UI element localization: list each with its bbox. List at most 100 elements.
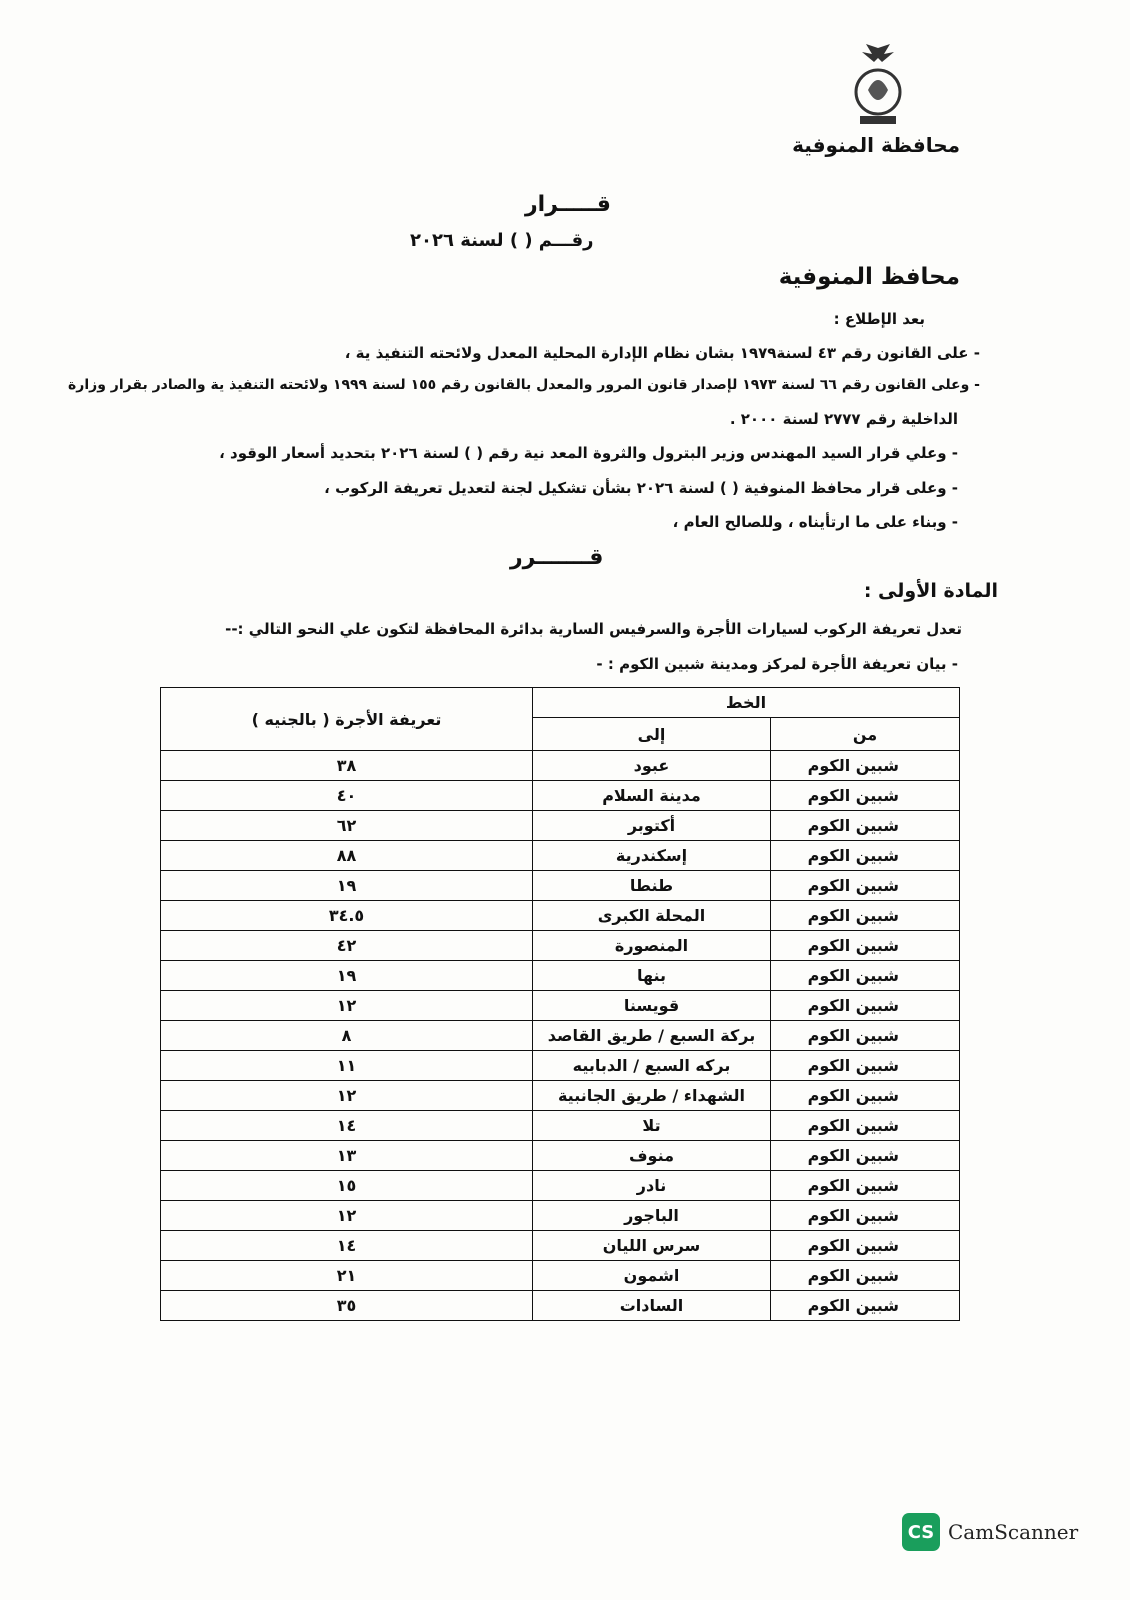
cell-to: بركة السبع / طريق القاصد xyxy=(532,1020,771,1051)
cell-to: تلا xyxy=(532,1110,771,1141)
cell-fare: ٣٨ xyxy=(160,750,533,781)
cell-fare: ١٢ xyxy=(160,1080,533,1111)
after-review: بعد الإطلاع : xyxy=(833,310,926,328)
cell-to: أكتوبر xyxy=(532,810,771,841)
camscanner-logo-icon: CS xyxy=(902,1513,940,1551)
cell-from: شبين الكوم xyxy=(770,810,960,841)
table-row: شبين الكوم بركه السبع / الدبابيه ١١ xyxy=(160,1050,960,1081)
cell-from: شبين الكوم xyxy=(770,870,960,901)
cell-fare: ٦٢ xyxy=(160,810,533,841)
cell-to: منوف xyxy=(532,1140,771,1171)
table-row: شبين الكوم السادات ٣٥ xyxy=(160,1290,960,1321)
preamble-item: - على القانون رقم ٤٣ لسنة١٩٧٩ بشان نظام … xyxy=(344,344,981,362)
cell-from: شبين الكوم xyxy=(770,900,960,931)
cell-fare: ١٥ xyxy=(160,1170,533,1201)
cell-to: المنصورة xyxy=(532,930,771,961)
cell-from: شبين الكوم xyxy=(770,1260,960,1291)
cell-fare: ١٢ xyxy=(160,1200,533,1231)
table-row: شبين الكوم قويسنا ١٢ xyxy=(160,990,960,1021)
cell-to: اشمون xyxy=(532,1260,771,1291)
header-line: الخط xyxy=(532,687,960,718)
table-row: شبين الكوم سرس الليان ١٤ xyxy=(160,1230,960,1261)
cell-to: الباجور xyxy=(532,1200,771,1231)
preamble-item: - وعلى القانون رقم ٦٦ لسنة ١٩٧٣ لإصدار ق… xyxy=(68,377,981,393)
cell-from: شبين الكوم xyxy=(770,990,960,1021)
cell-fare: ١٤ xyxy=(160,1230,533,1261)
cell-to: بركه السبع / الدبابيه xyxy=(532,1050,771,1081)
table-row: شبين الكوم تلا ١٤ xyxy=(160,1110,960,1141)
cell-to: الشهداء / طريق الجانبية xyxy=(532,1080,771,1111)
fare-table: الخط تعريفة الأجرة ( بالجنيه ) من إلى شب… xyxy=(160,687,960,1321)
cell-fare: ٣٥ xyxy=(160,1290,533,1321)
cell-fare: ٢١ xyxy=(160,1260,533,1291)
cell-to: المحلة الكبرى xyxy=(532,900,771,931)
cell-to: إسكندرية xyxy=(532,840,771,871)
camscanner-watermark: CS CamScanner xyxy=(902,1513,1078,1551)
cell-to: مدينة السلام xyxy=(532,780,771,811)
table-intro: - بيان تعريفة الأجرة لمركز ومدينة شبين ا… xyxy=(596,655,958,673)
cell-from: شبين الكوم xyxy=(770,1110,960,1141)
decided-heading: قـــــــرر xyxy=(510,545,604,570)
cell-fare: ١٢ xyxy=(160,990,533,1021)
table-row: شبين الكوم منوف ١٣ xyxy=(160,1140,960,1171)
cell-from: شبين الكوم xyxy=(770,840,960,871)
table-row: شبين الكوم مدينة السلام ٤٠ xyxy=(160,780,960,811)
preamble-item: - وبناء على ما ارتأيناه ، وللصالح العام … xyxy=(672,513,959,531)
cell-fare: ٨٨ xyxy=(160,840,533,871)
table-row: شبين الكوم المنصورة ٤٢ xyxy=(160,930,960,961)
cell-fare: ١٩ xyxy=(160,960,533,991)
table-row: شبين الكوم عبود ٣٨ xyxy=(160,750,960,781)
cell-to: بنها xyxy=(532,960,771,991)
preamble-item: - وعلي قرار السيد المهندس وزير البترول و… xyxy=(219,444,958,462)
decision-title: قـــــرار xyxy=(525,192,611,217)
cell-fare: ٤٠ xyxy=(160,780,533,811)
cell-to: سرس الليان xyxy=(532,1230,771,1261)
decision-number: رقـــم ( ) لسنة ٢٠٢٦ xyxy=(410,230,594,251)
table-row: شبين الكوم طنطا ١٩ xyxy=(160,870,960,901)
cell-from: شبين الكوم xyxy=(770,1170,960,1201)
cell-fare: ٨ xyxy=(160,1020,533,1051)
cell-from: شبين الكوم xyxy=(770,930,960,961)
table-row: شبين الكوم نادر ١٥ xyxy=(160,1170,960,1201)
table-row: شبين الكوم إسكندرية ٨٨ xyxy=(160,840,960,871)
cell-from: شبين الكوم xyxy=(770,750,960,781)
cell-from: شبين الكوم xyxy=(770,1080,960,1111)
article-one-heading: المادة الأولى : xyxy=(863,580,998,602)
cell-fare: ١٩ xyxy=(160,870,533,901)
camscanner-label: CamScanner xyxy=(948,1520,1079,1544)
cell-to: السادات xyxy=(532,1290,771,1321)
cell-to: قويسنا xyxy=(532,990,771,1021)
governorate-emblem-icon xyxy=(854,44,902,124)
cell-to: طنطا xyxy=(532,870,771,901)
preamble-item: - وعلى قرار محافظ المنوفية ( ) لسنة ٢٠٢٦… xyxy=(324,479,958,497)
cell-fare: ٣٤.٥ xyxy=(160,900,533,931)
preamble-item: الداخلية رقم ٢٧٧٧ لسنة ٢٠٠٠ . xyxy=(729,410,959,428)
cell-fare: ٤٢ xyxy=(160,930,533,961)
cell-from: شبين الكوم xyxy=(770,960,960,991)
cell-fare: ١٤ xyxy=(160,1110,533,1141)
table-row: شبين الكوم اشمون ٢١ xyxy=(160,1260,960,1291)
header-from: من xyxy=(770,717,960,751)
cell-to: نادر xyxy=(532,1170,771,1201)
cell-from: شبين الكوم xyxy=(770,1140,960,1171)
table-row: شبين الكوم بركة السبع / طريق القاصد ٨ xyxy=(160,1020,960,1051)
governorate-name: محافظة المنوفية xyxy=(792,133,960,157)
header-to: إلى xyxy=(532,717,771,751)
header-fare: تعريفة الأجرة ( بالجنيه ) xyxy=(160,687,533,751)
issuer: محافظ المنوفية xyxy=(778,264,960,290)
table-row: شبين الكوم بنها ١٩ xyxy=(160,960,960,991)
article-text: تعدل تعريفة الركوب لسيارات الأجرة والسرف… xyxy=(225,620,963,638)
cell-from: شبين الكوم xyxy=(770,1200,960,1231)
cell-fare: ١١ xyxy=(160,1050,533,1081)
cell-to: عبود xyxy=(532,750,771,781)
cell-from: شبين الكوم xyxy=(770,1050,960,1081)
table-row: شبين الكوم الباجور ١٢ xyxy=(160,1200,960,1231)
cell-from: شبين الكوم xyxy=(770,1020,960,1051)
table-row: شبين الكوم الشهداء / طريق الجانبية ١٢ xyxy=(160,1080,960,1111)
table-row: شبين الكوم المحلة الكبرى ٣٤.٥ xyxy=(160,900,960,931)
table-row: شبين الكوم أكتوبر ٦٢ xyxy=(160,810,960,841)
cell-from: شبين الكوم xyxy=(770,780,960,811)
cell-from: شبين الكوم xyxy=(770,1230,960,1261)
cell-from: شبين الكوم xyxy=(770,1290,960,1321)
cell-fare: ١٣ xyxy=(160,1140,533,1171)
